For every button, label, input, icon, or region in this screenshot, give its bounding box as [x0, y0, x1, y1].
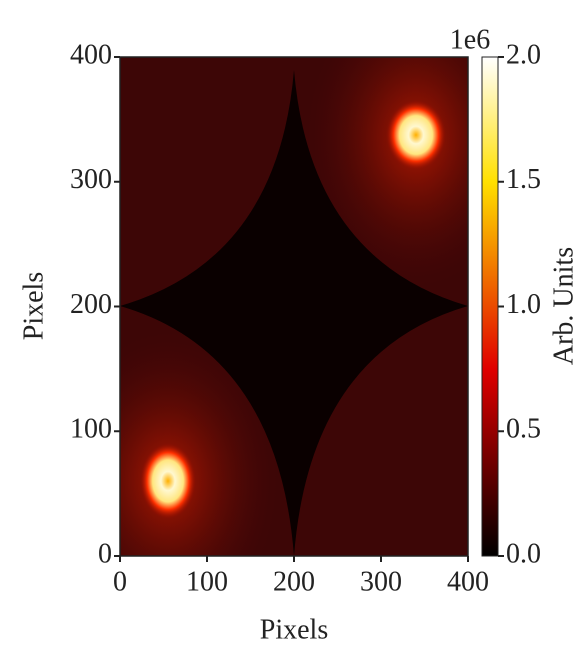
colorbar-tick-label: 0.5: [506, 414, 541, 445]
y-tick-label: 100: [70, 414, 112, 445]
colorbar-label: Arb. Units: [548, 247, 579, 365]
colorbar: [481, 56, 499, 557]
heatmap-image: [120, 57, 468, 556]
x-tick-label: 100: [186, 566, 228, 597]
x-tick-label: 200: [273, 566, 315, 597]
colorbar-offset: 1e6: [450, 24, 490, 55]
y-tick-label: 400: [70, 39, 112, 70]
colorbar-tick-label: 1.0: [506, 289, 541, 320]
colorbar-tick-label: 0.0: [506, 538, 541, 569]
colorbar-tick-label: 1.5: [506, 164, 541, 195]
x-tick-label: 400: [447, 566, 489, 597]
y-tick-label: 0: [98, 538, 112, 569]
x-tick-label: 0: [113, 566, 127, 597]
y-axis-label: Pixels: [18, 272, 49, 340]
x-tick-label: 300: [360, 566, 402, 597]
x-axis-label: Pixels: [260, 614, 328, 645]
y-tick-label: 300: [70, 164, 112, 195]
y-tick-label: 200: [70, 289, 112, 320]
colorbar-tick-label: 2.0: [506, 39, 541, 70]
